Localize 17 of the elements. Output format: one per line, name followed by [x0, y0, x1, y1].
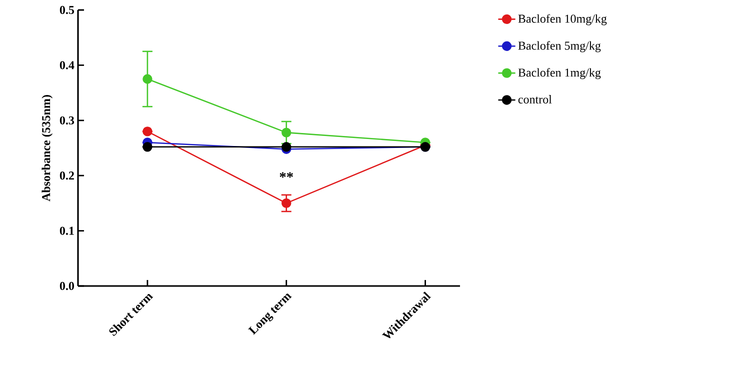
point — [142, 142, 152, 152]
legend-label: Baclofen 10mg/kg — [518, 14, 607, 26]
y-tick-label: 0.3 — [60, 116, 74, 124]
annotation: ** — [280, 172, 293, 178]
y-tick-label: 0.4 — [60, 61, 74, 70]
legend-label: Baclofen 5mg/kg — [518, 41, 601, 52]
point — [282, 198, 292, 208]
point — [142, 74, 152, 84]
y-tick-label: 0.1 — [60, 226, 74, 235]
legend-label: Baclofen 1mg/kg — [518, 68, 601, 80]
point — [282, 128, 292, 138]
y-tick-label: 0.2 — [60, 172, 74, 180]
legend-label: control — [518, 95, 552, 104]
y-axis-title: Absorbance (535nm) — [42, 95, 53, 202]
y-tick-label: 0.5 — [60, 6, 74, 14]
y-tick-label: 0.0 — [60, 282, 74, 290]
point — [142, 126, 152, 136]
